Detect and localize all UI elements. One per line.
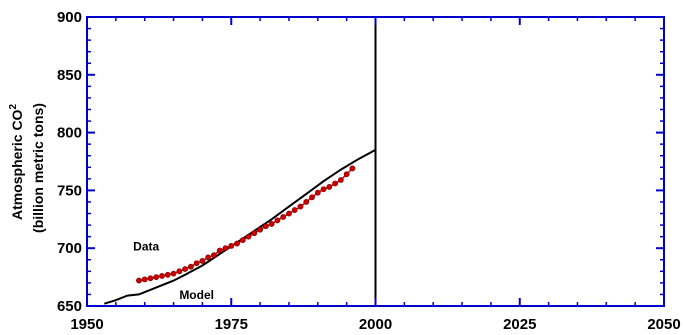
data-point <box>136 277 142 284</box>
y-axis-title-units: (billion metric tons) <box>30 103 46 233</box>
data-point <box>337 177 344 183</box>
data-point <box>314 189 321 196</box>
x-tick-label: 2000 <box>359 316 392 333</box>
data-point <box>141 276 148 283</box>
data-point <box>286 210 292 217</box>
x-tick-label: 1950 <box>70 316 103 333</box>
data-series-line <box>138 167 353 282</box>
annotation-data: Data <box>133 240 159 254</box>
data-point <box>216 247 223 254</box>
x-tick-label: 2025 <box>503 316 536 333</box>
data-point <box>176 268 183 275</box>
data-point <box>343 171 350 178</box>
y-tick-label: 750 <box>57 182 82 199</box>
model-series-line <box>104 149 376 305</box>
data-point <box>228 242 235 249</box>
x-tick-label: 1975 <box>215 316 248 333</box>
data-point <box>268 221 275 227</box>
data-point <box>251 230 258 237</box>
data-point <box>182 266 188 272</box>
data-point <box>239 237 246 244</box>
data-point <box>332 180 339 187</box>
data-point <box>159 273 165 279</box>
data-point <box>199 258 206 264</box>
x-tick-label: 2050 <box>647 316 680 333</box>
data-point <box>245 233 252 240</box>
data-point <box>291 207 298 213</box>
y-tick-label: 900 <box>57 9 82 26</box>
data-point <box>153 274 160 280</box>
y-tick-label: 700 <box>57 240 82 257</box>
data-point <box>303 199 310 205</box>
data-point <box>170 270 177 277</box>
annotation-model: Model <box>179 288 214 302</box>
data-point <box>234 240 240 247</box>
data-point <box>193 260 200 267</box>
data-point <box>320 186 327 193</box>
data-point <box>262 223 269 230</box>
data-point <box>297 203 304 210</box>
y-tick-label: 850 <box>57 67 82 84</box>
series-layer <box>104 149 376 305</box>
y-tick-label: 800 <box>57 125 82 142</box>
data-point <box>326 184 333 190</box>
ticks-layer: 1950 1975 2000 2025 2050 650 700 750 800 850 900 <box>57 9 681 333</box>
data-point <box>257 226 263 233</box>
data-point <box>222 245 229 252</box>
data-point <box>309 194 315 201</box>
data-point <box>349 165 356 172</box>
data-point <box>211 252 217 259</box>
labels-layer: Data Model Atmospheric CO2 (billion metric … <box>8 103 214 302</box>
data-point <box>274 217 281 224</box>
data-point <box>280 214 287 220</box>
data-point <box>164 271 171 278</box>
axes-layer <box>86 16 665 307</box>
y-tick-label: 650 <box>57 298 82 315</box>
y-axis-title: Atmospheric CO2 <box>8 104 25 220</box>
y-axis-title-subscript: 2 <box>8 104 19 110</box>
data-point <box>205 254 212 261</box>
data-point <box>147 275 154 282</box>
data-point <box>187 263 194 270</box>
